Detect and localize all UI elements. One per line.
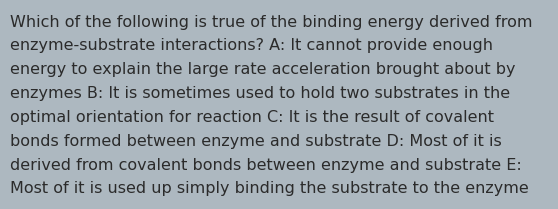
Text: derived from covalent bonds between enzyme and substrate E:: derived from covalent bonds between enzy…: [10, 158, 522, 173]
Text: Most of it is used up simply binding the substrate to the enzyme: Most of it is used up simply binding the…: [10, 181, 529, 196]
Text: enzyme-substrate interactions? A: It cannot provide enough: enzyme-substrate interactions? A: It can…: [10, 38, 493, 54]
Text: enzymes B: It is sometimes used to hold two substrates in the: enzymes B: It is sometimes used to hold …: [10, 86, 510, 101]
Text: optimal orientation for reaction C: It is the result of covalent: optimal orientation for reaction C: It i…: [10, 110, 494, 125]
Text: Which of the following is true of the binding energy derived from: Which of the following is true of the bi…: [10, 15, 532, 30]
Text: energy to explain the large rate acceleration brought about by: energy to explain the large rate acceler…: [10, 62, 516, 77]
Text: bonds formed between enzyme and substrate D: Most of it is: bonds formed between enzyme and substrat…: [10, 134, 502, 149]
